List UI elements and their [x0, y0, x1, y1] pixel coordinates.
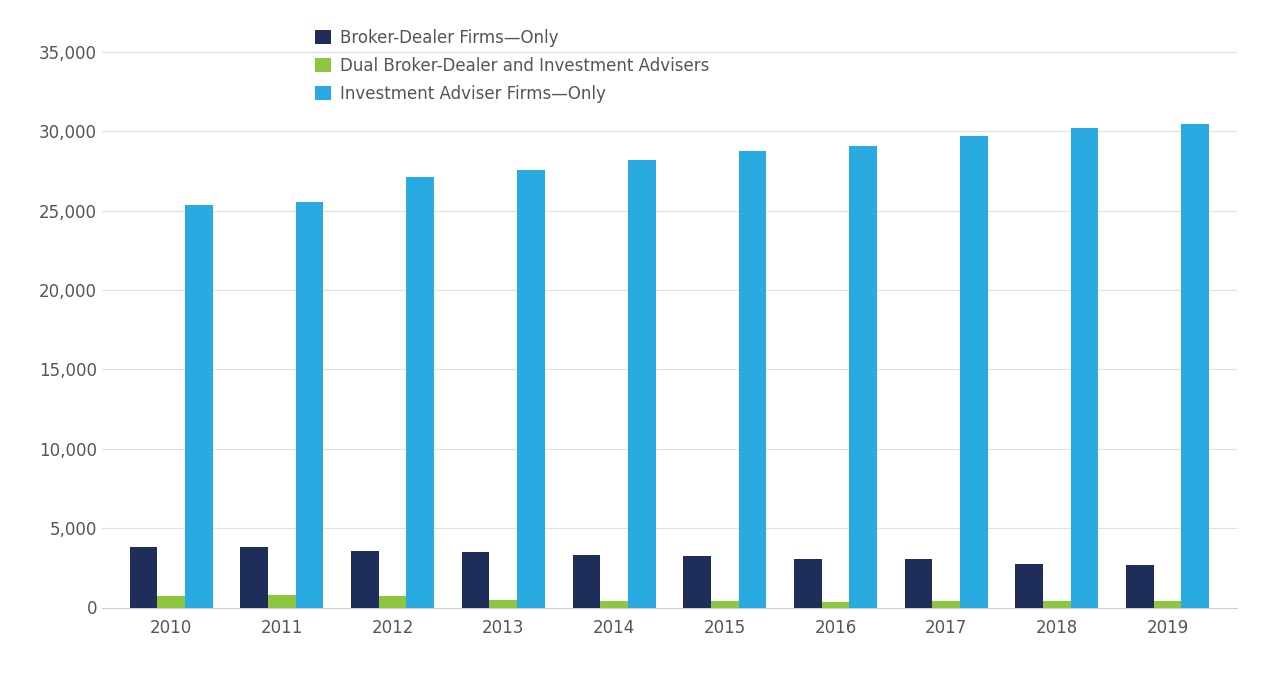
Bar — [738, 151, 766, 608]
Bar — [601, 601, 627, 608]
Bar — [351, 551, 379, 608]
Legend: Broker-Dealer Firms—Only, Dual Broker-Dealer and Investment Advisers, Investment: Broker-Dealer Firms—Only, Dual Broker-De… — [315, 28, 709, 103]
Bar — [490, 600, 518, 608]
Bar — [1182, 124, 1209, 608]
Bar — [1015, 564, 1043, 608]
Bar — [157, 597, 185, 608]
Bar — [960, 136, 988, 608]
Bar — [379, 596, 407, 608]
Bar — [1071, 128, 1098, 608]
Bar — [905, 560, 932, 608]
Bar — [241, 547, 268, 608]
Bar — [932, 601, 960, 608]
Bar — [462, 552, 490, 608]
Bar — [572, 555, 601, 608]
Bar — [794, 559, 821, 608]
Bar — [185, 205, 213, 608]
Bar — [407, 177, 434, 608]
Bar — [130, 547, 157, 608]
Bar — [296, 202, 324, 608]
Bar — [268, 595, 296, 608]
Bar — [1126, 565, 1154, 608]
Bar — [1154, 601, 1182, 608]
Bar — [711, 601, 738, 608]
Bar — [683, 556, 711, 608]
Bar — [1043, 601, 1071, 608]
Bar — [518, 170, 544, 608]
Bar — [821, 601, 849, 608]
Bar — [849, 146, 877, 608]
Bar — [627, 160, 655, 608]
